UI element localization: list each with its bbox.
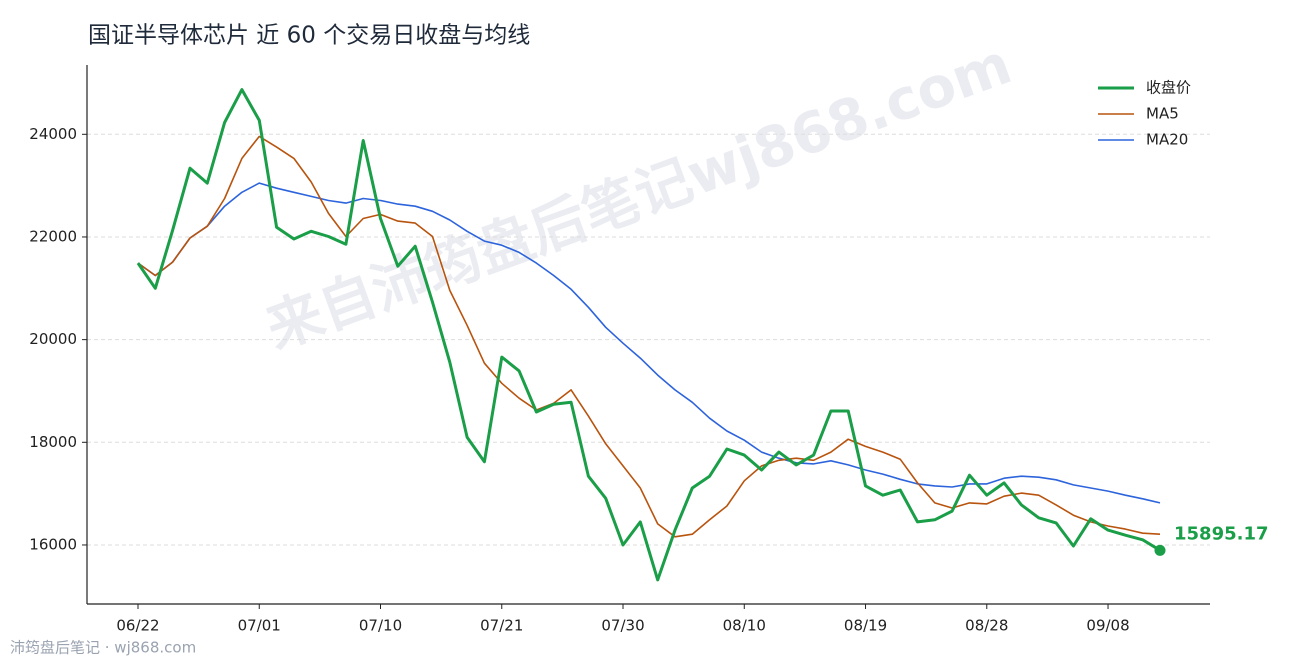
footer: 沛筠盘后笔记 · wj868.com — [10, 639, 196, 657]
last-point — [1154, 544, 1166, 556]
y-tick-label: 20000 — [29, 330, 77, 348]
x-tick-label: 08/19 — [844, 617, 887, 635]
line-series — [137, 135, 1161, 538]
y-tick-label: 18000 — [29, 433, 77, 451]
line-series — [136, 88, 1161, 582]
legend-label: MA5 — [1146, 105, 1179, 123]
x-tick-label: 08/28 — [965, 617, 1008, 635]
x-tick-label: 07/01 — [238, 617, 281, 635]
line-series — [137, 182, 1161, 504]
y-tick-label: 16000 — [29, 535, 77, 553]
legend-label: 收盘价 — [1146, 79, 1191, 97]
watermark: 来自沛筠盘后笔记wj868.com — [258, 32, 1020, 362]
x-tick-label: 09/08 — [1086, 617, 1129, 635]
x-tick-label: 06/22 — [116, 617, 159, 635]
x-tick-label: 07/21 — [480, 617, 523, 635]
last-value-label: 15895.17 — [1174, 523, 1269, 544]
x-tick-label: 07/10 — [359, 617, 402, 635]
legend-label: MA20 — [1146, 131, 1188, 149]
x-tick-label: 08/10 — [723, 617, 766, 635]
x-tick-label: 07/30 — [601, 617, 644, 635]
y-tick-label: 22000 — [29, 227, 77, 245]
chart-title: 国证半导体芯片 近 60 个交易日收盘与均线 — [88, 23, 530, 49]
y-tick-label: 24000 — [29, 125, 77, 143]
